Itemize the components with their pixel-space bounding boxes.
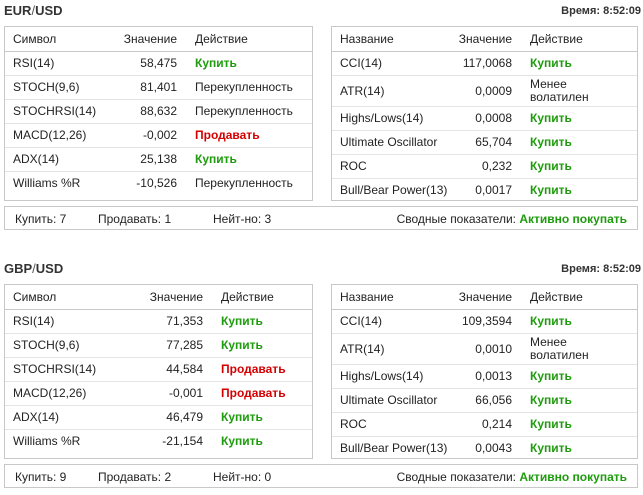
oscillators-table: Символ Значение Действие RSI(14) 71,353 Ку… (4, 284, 313, 459)
block-header: GBP/USD Время: 8:52:09 (0, 258, 643, 284)
table-row: ATR(14) 0,0010 Менее волатилен (332, 333, 637, 365)
indicators-table: Название Значение Действие CCI(14) 109,35… (331, 284, 638, 459)
table-row: Highs/Lows(14) 0,0013 Купить (332, 364, 637, 389)
summary-buy-count: Купить: 9 (15, 470, 67, 484)
table-row: ATR(14) 0,0009 Менее волатилен (332, 75, 637, 107)
table-row: RSI(14) 71,353 Купить (5, 309, 312, 334)
table-row: Williams %R -10,526 Перекупленность (13, 176, 293, 191)
table-row: Bull/Bear Power(13) 0,0043 Купить (340, 441, 572, 456)
table-row: MACD(12,26) -0,001 Продавать (5, 381, 312, 406)
col-value: Значение (450, 27, 522, 52)
table-row: Highs/Lows(14) 0,0008 Купить (332, 106, 637, 131)
col-value: Значение (121, 27, 187, 52)
summary-bar: Купить: 7 Продавать: 1 Нейт-но: 3 Сводны… (4, 206, 638, 230)
gbpusd-block: GBP/USD Время: 8:52:09 Символ Значение Д… (0, 258, 643, 488)
col-value: Значение (121, 285, 213, 310)
table-row: STOCHRSI(14) 44,584 Продавать (5, 357, 312, 382)
table-row: ADX(14) 46,479 Купить (5, 405, 312, 430)
indicators-table: Название Значение Действие CCI(14) 117,00… (331, 26, 638, 201)
table-row: Ultimate Oscillator 65,704 Купить (332, 130, 637, 155)
table-row: STOCHRSI(14) 88,632 Перекупленность (5, 99, 312, 124)
summary-verdict: Сводные показатели: Активно покупать (396, 470, 627, 484)
table-row: ROC 0,232 Купить (332, 154, 637, 179)
pair-title[interactable]: GBP/USD (4, 261, 64, 276)
col-action: Действие (187, 27, 312, 52)
oscillators-table: Символ Значение Действие RSI(14) 58,475 Ку… (4, 26, 313, 201)
col-value: Значение (450, 285, 522, 310)
table-row: Ultimate Oscillator 66,056 Купить (332, 388, 637, 413)
table-row: ROC 0,214 Купить (332, 412, 637, 437)
table-row: STOCH(9,6) 81,401 Перекупленность (5, 75, 312, 100)
col-action: Действие (213, 285, 312, 310)
summary-bar: Купить: 9 Продавать: 2 Нейт-но: 0 Сводны… (4, 464, 638, 488)
summary-sell-count: Продавать: 2 (98, 470, 172, 484)
table-row: Bull/Bear Power(13) 0,0017 Купить (340, 183, 572, 198)
col-symbol: Символ (5, 27, 121, 52)
summary-neutral-count: Нейт-но: 0 (213, 470, 272, 484)
table-row: RSI(14) 58,475 Купить (5, 51, 312, 76)
eurusd-block: EUR/USD Время: 8:52:09 Символ Значение Д… (0, 0, 643, 230)
block-header: EUR/USD Время: 8:52:09 (0, 0, 643, 26)
table-row: CCI(14) 109,3594 Купить (332, 309, 637, 334)
summary-buy-count: Купить: 7 (15, 212, 67, 226)
col-name: Название (332, 27, 450, 52)
time-label: Время: 8:52:09 (561, 263, 641, 275)
summary-sell-count: Продавать: 1 (98, 212, 172, 226)
col-symbol: Символ (5, 285, 121, 310)
col-name: Название (332, 285, 450, 310)
summary-verdict: Сводные показатели: Активно покупать (396, 212, 627, 226)
table-row: CCI(14) 117,0068 Купить (332, 51, 637, 76)
col-action: Действие (522, 285, 637, 310)
pair-title[interactable]: EUR/USD (4, 3, 63, 18)
summary-neutral-count: Нейт-но: 3 (213, 212, 272, 226)
table-row: Williams %R -21,154 Купить (13, 434, 263, 449)
table-row: MACD(12,26) -0,002 Продавать (5, 123, 312, 148)
table-row: STOCH(9,6) 77,285 Купить (5, 333, 312, 358)
table-row: ADX(14) 25,138 Купить (5, 147, 312, 172)
time-label: Время: 8:52:09 (561, 5, 641, 17)
col-action: Действие (522, 27, 637, 52)
